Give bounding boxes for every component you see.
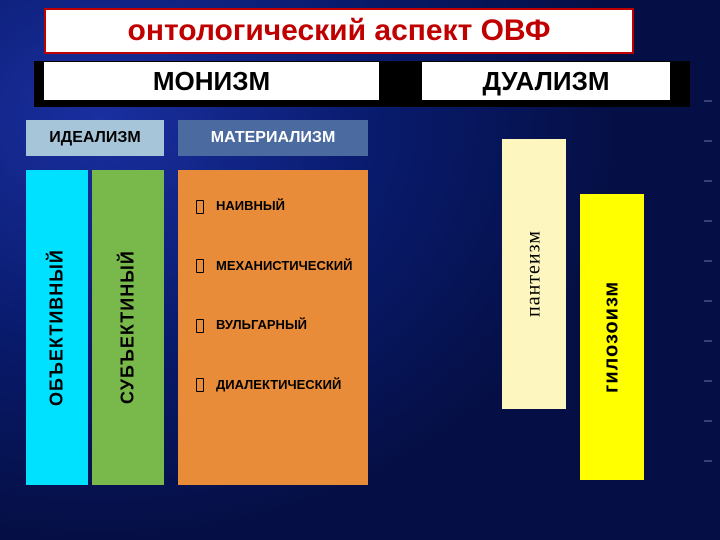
objective-box: ОБЪЕКТИВНЫЙ — [26, 170, 88, 485]
grid-tick — [704, 460, 712, 462]
grid-tick — [704, 380, 712, 382]
subjective-box-label: СУБЪЕКТИНЫЙ — [92, 170, 164, 485]
dualism-header: ДУАЛИЗМ — [422, 62, 670, 100]
diagram-root: онтологический аспект ОВФ МОНИЗМ ДУАЛИЗМ ИД… — [0, 0, 720, 540]
idealism-header-label: ИДЕАЛИЗМ — [49, 129, 140, 147]
materialism-item-label: ДИАЛЕКТИЧЕСКИЙ — [216, 377, 341, 392]
materialism-list: НАИВНЫЙ МЕХАНИСТИЧЕСКИЙ ВУЛЬГАРНЫЙ ДИАЛЕКТИ… — [178, 170, 368, 485]
monism-header: МОНИЗМ — [44, 62, 379, 100]
materialism-item: ВУЛЬГАРНЫЙ — [196, 317, 358, 333]
bullet-icon — [196, 200, 204, 214]
materialism-item: МЕХАНИСТИЧЕСКИЙ — [196, 258, 358, 274]
main-title-box: онтологический аспект ОВФ — [44, 8, 634, 54]
materialism-item-label: ВУЛЬГАРНЫЙ — [216, 317, 307, 332]
grid-tick — [704, 140, 712, 142]
materialism-types-box: НАИВНЫЙ МЕХАНИСТИЧЕСКИЙ ВУЛЬГАРНЫЙ ДИАЛЕКТИ… — [178, 170, 368, 485]
objective-box-label: ОБЪЕКТИВНЫЙ — [26, 170, 88, 485]
monism-header-label: МОНИЗМ — [153, 66, 270, 97]
grid-tick — [704, 180, 712, 182]
bullet-icon — [196, 259, 204, 273]
grid-tick — [704, 260, 712, 262]
hylozoism-box: гилозоизм — [580, 194, 644, 480]
pantheism-box: пантеизм — [502, 139, 566, 409]
materialism-item-label: НАИВНЫЙ — [216, 198, 285, 213]
grid-tick — [704, 300, 712, 302]
grid-tick — [704, 220, 712, 222]
grid-tick — [704, 420, 712, 422]
bullet-icon — [196, 378, 204, 392]
dualism-header-label: ДУАЛИЗМ — [482, 66, 609, 97]
pantheism-box-label: пантеизм — [502, 139, 566, 409]
grid-tick — [704, 100, 712, 102]
materialism-item: НАИВНЫЙ — [196, 198, 358, 214]
materialism-item-label: МЕХАНИСТИЧЕСКИЙ — [216, 258, 352, 273]
idealism-header: ИДЕАЛИЗМ — [26, 120, 164, 156]
materialism-item: ДИАЛЕКТИЧЕСКИЙ — [196, 377, 358, 393]
grid-tick — [704, 340, 712, 342]
materialism-header-label: МАТЕРИАЛИЗМ — [211, 129, 336, 147]
hylozoism-box-label: гилозоизм — [580, 194, 644, 480]
subjective-box: СУБЪЕКТИНЫЙ — [92, 170, 164, 485]
bullet-icon — [196, 319, 204, 333]
materialism-header: МАТЕРИАЛИЗМ — [178, 120, 368, 156]
main-title: онтологический аспект ОВФ — [128, 14, 551, 48]
